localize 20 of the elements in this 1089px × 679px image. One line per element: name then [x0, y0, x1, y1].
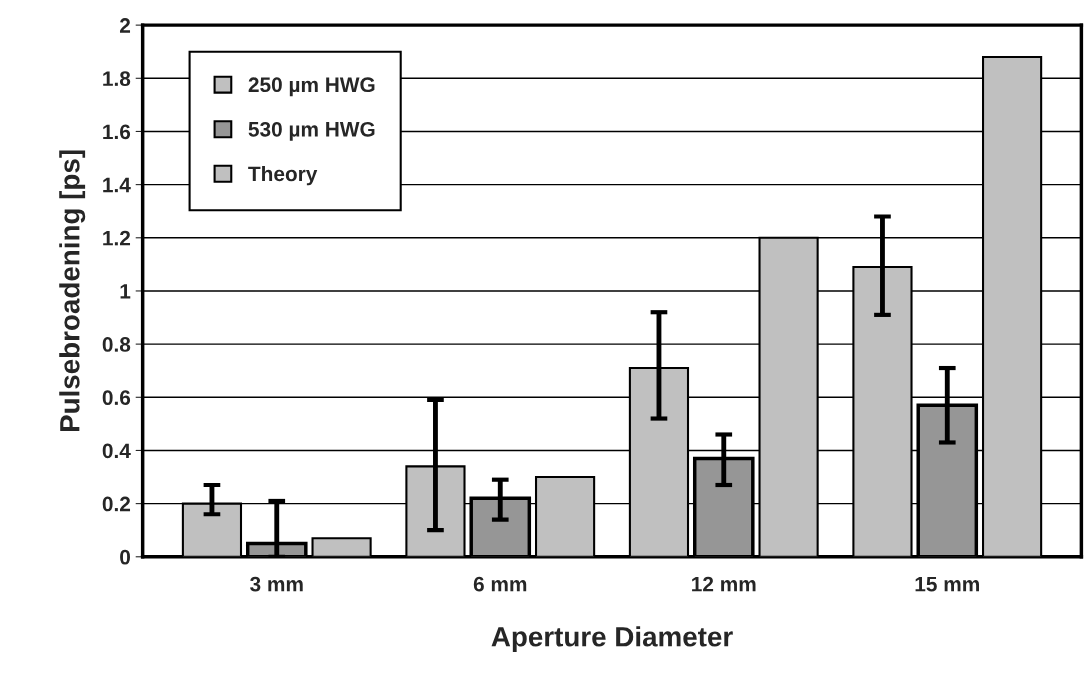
y-tick-label: 1.4 [103, 177, 131, 193]
legend-label: 250 µm HWG [248, 77, 375, 97]
y-tick-label: 0.2 [102, 496, 131, 512]
x-axis-title: Aperture Diameter [491, 626, 733, 653]
y-tick-label: 1 [120, 284, 131, 299]
y-tick-label: 0 [120, 549, 130, 565]
y-tick-label: 1.8 [103, 71, 131, 87]
y-axis-title: Pulsebroadening [ps] [59, 150, 86, 432]
y-tick-label: 2 [119, 18, 131, 33]
y-tick-label: 0.6 [102, 390, 131, 406]
x-tick-label: 6 mm [473, 576, 527, 592]
legend-label: 530 µm HWG [248, 121, 375, 141]
x-tick-label: 12 mm [692, 576, 756, 592]
x-tick-label: 3 mm [250, 576, 303, 592]
y-tick-label: 1.2 [103, 230, 131, 246]
x-tick-label: 15 mm [915, 576, 979, 592]
y-tick-label: 1.6 [103, 124, 131, 140]
legend-label: Theory [248, 165, 318, 186]
y-tick-label: 0.4 [102, 443, 131, 459]
y-tick-label: 0.8 [102, 337, 131, 352]
